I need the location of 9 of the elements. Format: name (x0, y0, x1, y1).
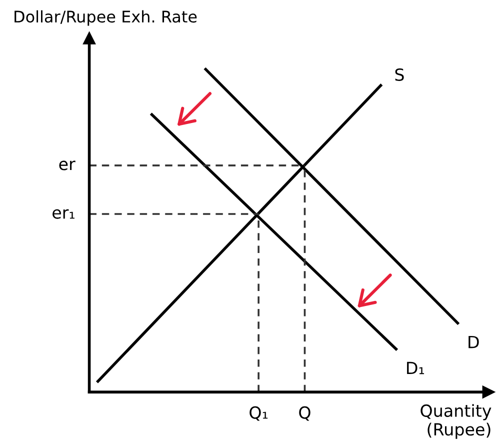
x-tick-label: Q (299, 406, 310, 421)
series-label: D₁ (407, 362, 424, 374)
ref-line-label: er₁ (52, 209, 74, 219)
x-axis-title: Quantity (Rupee) (420, 404, 492, 439)
x-tick-label: Q₁ (250, 406, 268, 421)
series-label: S (395, 68, 404, 81)
ref-line-label: er (59, 160, 76, 170)
y-axis-title: Dollar/Rupee Exh. Rate (14, 10, 197, 26)
series-label: D (468, 336, 479, 348)
